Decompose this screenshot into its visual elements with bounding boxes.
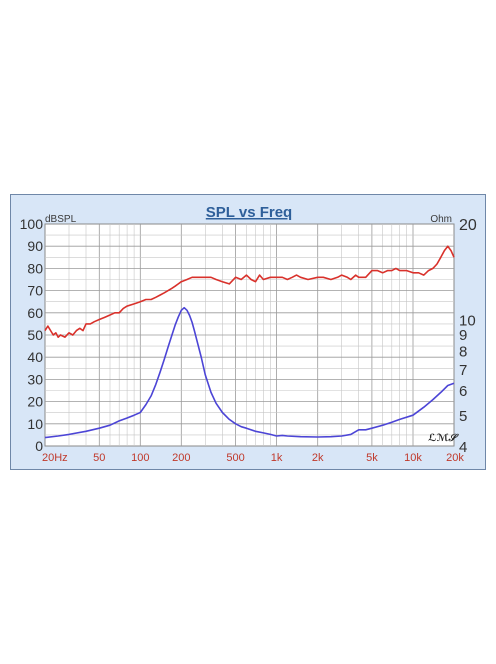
y-left-tick-label: 20 bbox=[27, 394, 43, 410]
y-right-tick-label: 5 bbox=[459, 408, 467, 425]
y-left-tick-label: 80 bbox=[27, 260, 43, 276]
y-right-tick-label: 7 bbox=[459, 362, 467, 379]
chart-title: SPL vs Freq bbox=[206, 204, 292, 221]
right-axis-label: Ohm bbox=[430, 214, 452, 225]
y-left-tick-label: 10 bbox=[27, 416, 43, 432]
y-left-tick-label: 30 bbox=[27, 371, 43, 387]
watermark-logo: ℒℳ𝒮 bbox=[428, 433, 459, 444]
y-right-tick-label: 9 bbox=[459, 327, 467, 344]
y-left-tick-label: 40 bbox=[27, 349, 43, 365]
y-right-tick-label: 6 bbox=[459, 383, 467, 400]
x-tick-label: 500 bbox=[226, 452, 244, 464]
y-left-tick-label: 0 bbox=[35, 438, 43, 454]
series-layer bbox=[44, 245, 455, 439]
x-tick-label: 20k bbox=[446, 452, 464, 464]
y-left-tick-label: 60 bbox=[27, 305, 43, 321]
x-tick-label: 20Hz bbox=[42, 452, 68, 464]
impedance-curve bbox=[44, 306, 455, 439]
spl-curve bbox=[44, 245, 455, 338]
grid bbox=[45, 224, 454, 446]
x-tick-label: 50 bbox=[93, 452, 105, 464]
y-left-tick-label: 90 bbox=[27, 238, 43, 254]
x-tick-label: 100 bbox=[131, 452, 149, 464]
y-right-tick-label: 20 bbox=[459, 217, 477, 234]
spl-vs-freq-chart: SPL vs Freq dBSPL Ohm 20Hz 50 100 200 500 1k 2… bbox=[20, 204, 477, 464]
left-axis-label: dBSPL bbox=[45, 214, 77, 225]
y-left-tick-label: 70 bbox=[27, 283, 43, 299]
chart-frame: SPL vs Freq dBSPL Ohm 20Hz 50 100 200 500 1k 2… bbox=[10, 194, 486, 470]
y-right-tick-label: 8 bbox=[459, 343, 467, 360]
x-tick-label: 1k bbox=[271, 452, 283, 464]
x-tick-label: 10k bbox=[404, 452, 422, 464]
y-right-tick-label: 10 bbox=[459, 313, 476, 330]
x-tick-label: 5k bbox=[366, 452, 378, 464]
y-right-tick-label: 4 bbox=[459, 439, 467, 456]
tick-labels: 20Hz 50 100 200 500 1k 2k 5k 10k 20k 0 10 20 30 40 50 60… bbox=[20, 216, 477, 464]
y-left-tick-label: 100 bbox=[20, 216, 44, 232]
x-tick-label: 2k bbox=[312, 452, 324, 464]
y-left-tick-label: 50 bbox=[27, 327, 43, 343]
x-tick-label: 200 bbox=[172, 452, 190, 464]
